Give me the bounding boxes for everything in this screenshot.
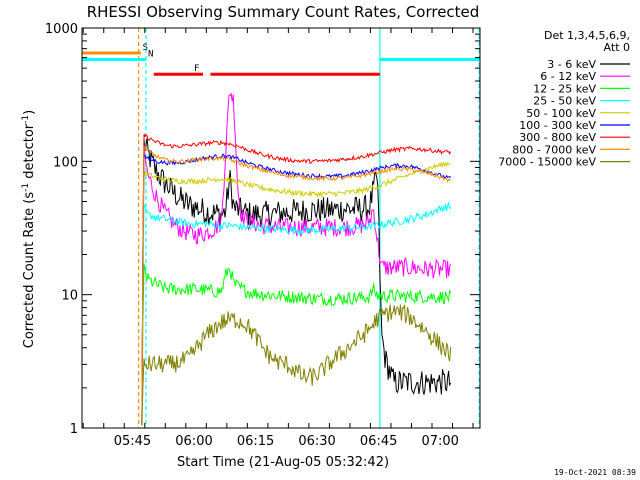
y-axis-label: Corrected Count Rate (s-1 detector-1): [21, 110, 37, 348]
series-line-5: [141, 153, 452, 426]
legend-label-7: 800 - 7000 keV: [512, 143, 596, 156]
plot-frame: [81, 27, 481, 429]
legend-label-3: 25 - 50 keV: [533, 95, 596, 108]
x-tick-label-3: 06:30: [298, 434, 335, 449]
legend-label-2: 12 - 25 keV: [533, 82, 596, 95]
y-tick-label-2: 100: [53, 155, 78, 170]
y-axis-label-sup1: -1: [21, 183, 31, 192]
y-tick-label-3: 1000: [45, 22, 78, 37]
series-line-3: [141, 201, 452, 426]
legend-label-0: 3 - 6 keV: [547, 58, 596, 71]
series-line-7: [141, 145, 452, 426]
plot-area: SN F: [82, 28, 480, 428]
y-tick-label-1: 10: [61, 289, 78, 304]
y-axis-label-part3: ): [22, 110, 37, 115]
series-line-4: [141, 161, 451, 426]
chart-title: RHESSI Observing Summary Count Rates, Co…: [87, 3, 480, 21]
plot-content: SN F: [82, 28, 480, 428]
legend-header-attenuator: Att 0: [604, 41, 630, 54]
legend-label-1: 6 - 12 keV: [540, 70, 596, 83]
x-axis-label: Start Time (21-Aug-05 05:32:42): [177, 455, 389, 470]
legend-header-detectors: Det 1,3,4,5,6,9,: [544, 29, 630, 42]
series-line-0: [141, 138, 452, 426]
y-tick-label-0: 1: [70, 422, 78, 437]
x-tick-label-5: 07:00: [421, 434, 458, 449]
flag-label-F: F: [194, 64, 199, 74]
series-line-8: [141, 304, 452, 426]
x-tick-label-1: 06:00: [175, 434, 212, 449]
legend-label-8: 7000 - 15000 keV: [498, 156, 596, 169]
x-tick-label-0: 05:45: [114, 434, 151, 449]
axes: 1 10 100 1000 05:45 06:00 06:15 06:30 06:45 07:00: [45, 22, 481, 449]
legend-label-4: 50 - 100 keV: [526, 107, 596, 120]
y-axis-label-part1: Corrected Count Rate (s: [22, 192, 37, 349]
y-axis-label-sup2: -1: [21, 115, 31, 124]
legend-label-5: 100 - 300 keV: [519, 119, 596, 132]
series-line-6: [141, 133, 452, 426]
series-line-1: [141, 92, 452, 426]
flag-label-S: S: [143, 43, 148, 53]
x-tick-label-4: 06:45: [360, 434, 397, 449]
legend-label-6: 300 - 800 keV: [519, 131, 596, 144]
series-line-2: [141, 263, 452, 426]
flag-label-N: N: [148, 50, 153, 60]
footer-timestamp: 19-Oct-2021 08:39: [554, 468, 636, 477]
y-axis-label-part2: detector: [22, 123, 37, 183]
x-tick-label-2: 06:15: [237, 434, 274, 449]
